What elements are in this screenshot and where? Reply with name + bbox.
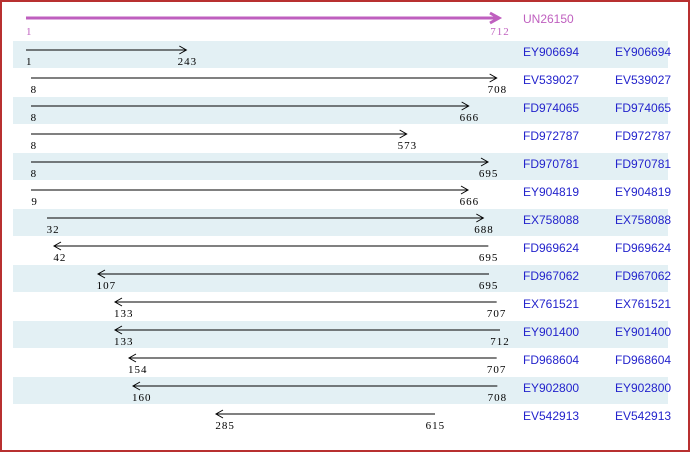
accession-link[interactable]: EV542913 [523,409,580,423]
row-stripe [13,377,668,404]
accession-link[interactable]: EY901400 [523,325,580,339]
alignment-end-coord: 688 [474,224,494,236]
accession-link[interactable]: FD967062 [523,269,580,283]
alignment-arrow [113,297,497,307]
alignment-end-coord: 666 [459,196,480,208]
row-stripe [13,97,668,124]
alignment-arrow [96,269,489,279]
alignment-start-coord: 1 [26,56,33,68]
alignment-arrow [30,73,498,83]
alignment-start-coord: 8 [30,140,38,152]
alignment-end-coord: 243 [177,56,198,68]
accession-link-secondary[interactable]: EX758088 [615,213,672,227]
accession-link-secondary[interactable]: FD972787 [615,129,672,143]
ruler-arrow [26,11,503,25]
alignment-start-coord: 9 [31,196,38,208]
alignment-end-coord: 573 [397,140,418,152]
alignment-start-coord: 154 [128,364,148,376]
alignment-arrow [127,353,497,363]
alignment-arrow [113,325,500,335]
alignment-arrow [30,129,408,139]
alignment-start-coord: 8 [30,84,38,96]
accession-link-secondary[interactable]: EY904819 [615,185,672,199]
alignment-end-coord: 695 [478,280,499,292]
alignment-start-coord: 160 [132,392,152,404]
cluster-id-label: UN26150 [523,12,574,26]
accession-link-secondary[interactable]: FD970781 [615,157,672,171]
accession-link[interactable]: EX758088 [523,213,580,227]
row-stripe [13,209,668,236]
alignment-arrow [26,45,188,55]
alignment-end-coord: 695 [478,168,499,180]
alignment-end-coord: 615 [425,420,446,432]
alignment-arrow [53,241,489,251]
alignment-end-coord: 712 [490,336,510,348]
alignment-start-coord: 133 [114,308,134,320]
alignment-start-coord: 8 [30,112,38,124]
accession-link-secondary[interactable]: EY906694 [615,45,672,59]
accession-link-secondary[interactable]: EV542913 [615,409,672,423]
accession-link[interactable]: EY904819 [523,185,580,199]
alignment-end-coord: 707 [486,308,507,320]
accession-link-secondary[interactable]: FD967062 [615,269,672,283]
row-stripe [13,153,668,180]
accession-link[interactable]: FD968604 [523,353,580,367]
alignment-arrow [215,409,436,419]
accession-link-secondary[interactable]: FD968604 [615,353,672,367]
accession-link[interactable]: FD974065 [523,101,580,115]
accession-link-secondary[interactable]: EY902800 [615,381,672,395]
ruler-end-coord: 712 [490,26,510,38]
alignment-arrow [131,381,498,391]
accession-link-secondary[interactable]: EY901400 [615,325,672,339]
accession-link[interactable]: EY906694 [523,45,580,59]
alignment-arrow [30,157,489,167]
alignment-end-coord: 707 [486,364,507,376]
alignment-start-coord: 32 [46,224,60,236]
alignment-start-coord: 8 [30,168,38,180]
alignment-end-coord: 708 [487,392,508,404]
accession-link[interactable]: FD970781 [523,157,580,171]
alignment-end-coord: 666 [459,112,480,124]
accession-link-secondary[interactable]: EV539027 [615,73,672,87]
accession-link[interactable]: FD972787 [523,129,580,143]
row-stripe [13,41,668,68]
accession-link-secondary[interactable]: FD974065 [615,101,672,115]
alignment-arrow [30,101,470,111]
alignment-arrow [46,213,484,223]
accession-link[interactable]: EX761521 [523,297,580,311]
accession-link[interactable]: FD969624 [523,241,580,255]
accession-link-secondary[interactable]: EX761521 [615,297,672,311]
row-stripe [13,265,668,292]
alignment-start-coord: 42 [53,252,67,264]
accession-link-secondary[interactable]: FD969624 [615,241,672,255]
row-stripe [13,321,668,348]
ruler-start-coord: 1 [26,26,33,38]
alignment-end-coord: 695 [478,252,499,264]
alignment-start-coord: 133 [114,336,134,348]
alignment-start-coord: 285 [215,420,235,432]
alignment-end-coord: 708 [487,84,508,96]
accession-link[interactable]: EV539027 [523,73,580,87]
accession-link[interactable]: EY902800 [523,381,580,395]
alignment-arrow [31,185,470,195]
alignment-start-coord: 107 [96,280,117,292]
